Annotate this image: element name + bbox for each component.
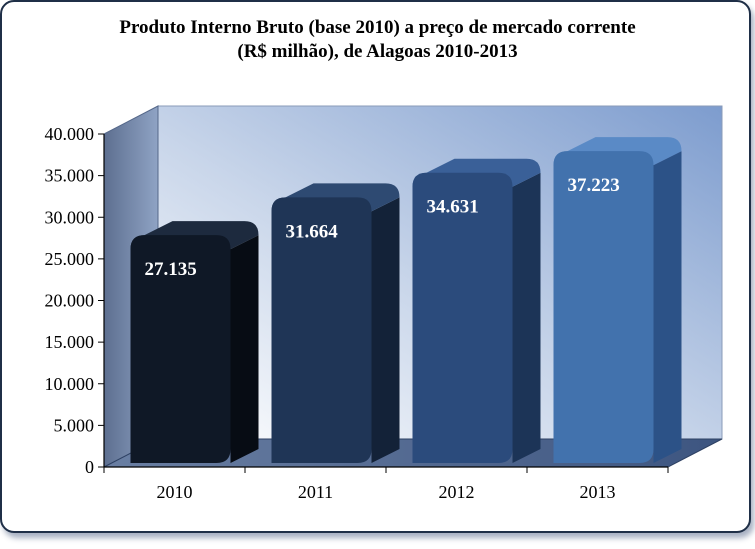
data-label-2010: 27.135 xyxy=(145,259,197,280)
chart-title-line-1: Produto Interno Bruto (base 2010) a preç… xyxy=(119,17,636,38)
data-label-2012: 34.631 xyxy=(427,197,479,218)
y-tick-label: 40.000 xyxy=(45,124,95,144)
data-label-2013: 37.223 xyxy=(568,175,620,196)
bar-front-face xyxy=(553,151,654,463)
bar-2010 xyxy=(130,221,259,463)
y-tick-label: 15.000 xyxy=(45,332,95,352)
data-label-2011: 31.664 xyxy=(286,221,339,242)
y-tick-label: 10.000 xyxy=(45,374,95,394)
bar-front-face xyxy=(130,235,231,463)
y-tick-label: 35.000 xyxy=(45,166,95,186)
x-tick-label-2011: 2011 xyxy=(298,482,333,502)
bar-chart: 0 5.000 10.000 15.000 20.000 25.000 30.000 35.0… xyxy=(45,105,723,502)
bar-side-face xyxy=(230,235,259,463)
x-tick-label-2010: 2010 xyxy=(157,482,193,502)
x-tick-label-2013: 2013 xyxy=(580,482,616,502)
bar-2013 xyxy=(553,137,682,463)
chart-title-line-2: (R$ milhão), de Alagoas 2010-2013 xyxy=(237,41,518,62)
y-tick-label: 30.000 xyxy=(45,207,95,227)
y-tick-label: 25.000 xyxy=(45,249,95,269)
bar-front-face xyxy=(412,172,513,463)
chart-title: Produto Interno Bruto (base 2010) a preç… xyxy=(2,16,749,64)
y-tick-label: 20.000 xyxy=(45,291,95,311)
chart-frame: Produto Interno Bruto (base 2010) a preç… xyxy=(0,0,751,533)
bar-front-face xyxy=(271,197,372,463)
x-tick-label-2012: 2012 xyxy=(439,482,475,502)
bar-side-face xyxy=(371,197,400,463)
bar-side-face xyxy=(512,172,541,463)
bar-2011 xyxy=(271,183,400,463)
y-tick-label: 5.000 xyxy=(54,415,95,435)
y-tick-label: 0 xyxy=(85,457,94,477)
bar-side-face xyxy=(653,151,682,463)
bar-2012 xyxy=(412,158,541,463)
